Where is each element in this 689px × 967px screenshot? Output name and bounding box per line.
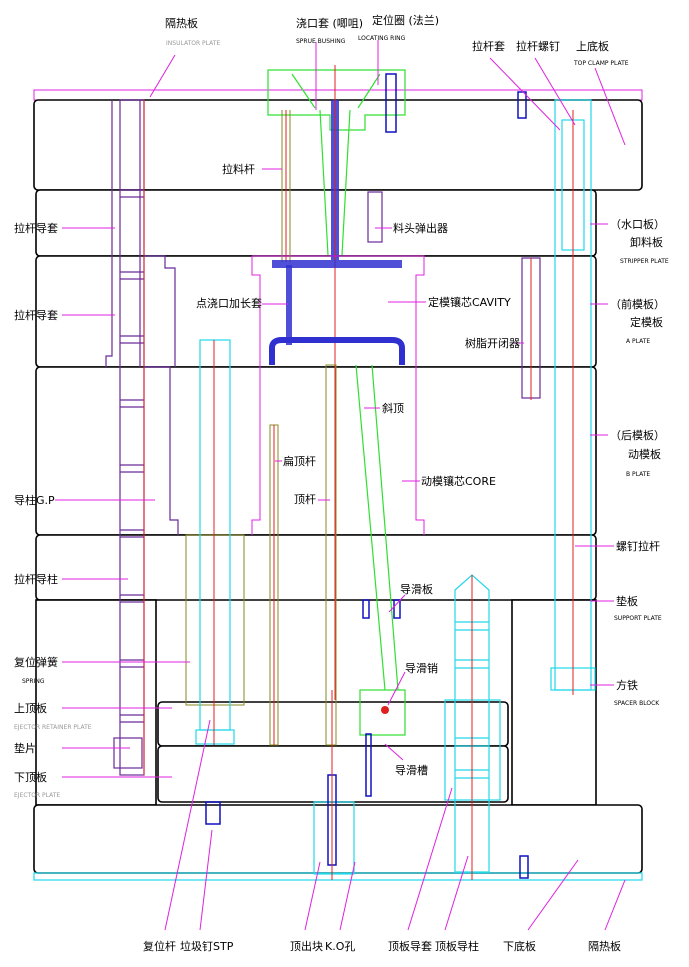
insulator-plate-bottom xyxy=(33,872,643,881)
label-guide-pin: 导柱G.P xyxy=(14,493,55,507)
puller-bolt-right xyxy=(517,91,596,879)
label-a-plate-en: A PLATE xyxy=(626,338,650,345)
label-return-pin: 复位杆 xyxy=(143,939,176,953)
label-b-plate-en: B PLATE xyxy=(626,471,650,478)
label-sprue-puller: 拉料杆 xyxy=(222,162,255,176)
insulator-plate-top xyxy=(33,89,643,101)
label-b-plate: 动模板 xyxy=(628,447,661,461)
label-puller-guide-pin: 拉杆导柱 xyxy=(14,572,58,586)
label-stop-pin: 垃圾钉STP xyxy=(180,939,234,953)
label-spacer-block-en: SPACER BLOCK xyxy=(614,700,660,707)
label-runner-ejector: 料头弹出器 xyxy=(393,221,448,235)
spacer-block-right xyxy=(511,599,597,806)
label-guide-slide-plate: 导滑板 xyxy=(400,582,433,596)
label-spring-en: SPRING xyxy=(22,678,45,685)
label-a-plate: 定模板 xyxy=(630,315,663,329)
label-guide-slide-pin: 导滑销 xyxy=(405,661,438,675)
label-ko-hole: K.O孔 xyxy=(325,940,355,953)
label-ejector-retainer-plate-en: EJECTOR RETAINER PLATE xyxy=(14,724,92,731)
label-sprue-bushing-en: SPRUE BUSHING xyxy=(296,38,346,45)
label-lifter: 斜顶 xyxy=(382,402,404,415)
label-ejector-plate-en: EJECTOR PLATE xyxy=(14,792,60,799)
label-puller-sleeve: 拉杆套 xyxy=(472,39,505,53)
label-core: 动模镶芯CORE xyxy=(421,474,496,488)
label-ejector-pin: 顶杆 xyxy=(294,492,316,506)
label-spring: 复位弹簧 xyxy=(14,655,58,669)
label-top-clamp-plate: 上底板 xyxy=(576,39,609,53)
label-puller-screw: 拉杆螺钉 xyxy=(516,39,560,53)
sprue-bushing-locating-ring xyxy=(267,65,406,700)
runner-ejector xyxy=(367,191,383,243)
pin-gate xyxy=(286,265,292,345)
label-flat-ejector: 扁顶杆 xyxy=(283,454,316,468)
label-pin-gate-sleeve: 点浇口加长套 xyxy=(196,297,262,310)
label-shim: 垫片 xyxy=(14,741,36,755)
label-support-plate: 垫板 xyxy=(616,594,638,608)
label-stripper-plate: 卸料板 xyxy=(630,235,663,249)
label-stripper-plate-en: STRIPPER PLATE xyxy=(620,258,669,265)
label-ejector-retainer-plate: 上顶板 xyxy=(14,701,47,715)
return-pin-spring xyxy=(185,339,245,825)
label-locating-ring: 定位圈 (法兰) xyxy=(372,13,439,27)
cavity-insert xyxy=(251,255,425,367)
sprue-puller-rod xyxy=(281,110,291,262)
label-ejector-guide-pin: 顶板导柱 xyxy=(435,939,479,953)
bottom-clamp-plate xyxy=(33,804,643,874)
label-screw-puller: 螺钉拉杆 xyxy=(616,539,660,553)
spacer-block-left xyxy=(35,599,157,806)
ejector-pins xyxy=(269,364,337,746)
label-resin-latch: 树脂开闭器 xyxy=(465,336,520,350)
label-insulator-plate-top-en: INSULATOR PLATE xyxy=(166,40,220,47)
label-cavity: 定模镶芯CAVITY xyxy=(428,295,511,309)
label-stripper-alt: （水口板） xyxy=(610,217,665,231)
label-b-plate-alt: （后模板） xyxy=(610,428,665,442)
label-insulator-plate-top: 隔热板 xyxy=(165,16,198,30)
leader-lines xyxy=(55,40,626,931)
label-guide-slide-slot: 导滑槽 xyxy=(395,764,428,777)
label-a-plate-alt: （前模板） xyxy=(610,297,665,311)
molded-part xyxy=(269,337,405,365)
lifter xyxy=(355,364,406,797)
label-ejector-bush: 顶板导套 xyxy=(388,939,432,953)
runner xyxy=(272,260,402,268)
support-plate xyxy=(35,534,597,601)
core-insert xyxy=(251,367,425,535)
label-spacer-block: 方铁 xyxy=(616,678,638,692)
label-bottom-clamp-plate: 下底板 xyxy=(503,939,536,953)
label-sprue-bushing: 浇口套 (唧咀) xyxy=(296,17,363,30)
label-ko-block: 顶出块 xyxy=(290,939,323,953)
label-puller-bush-2: 拉杆导套 xyxy=(14,308,58,322)
label-support-plate-en: SUPPORT PLATE xyxy=(614,615,662,622)
label-insulator-plate-bottom: 隔热板 xyxy=(588,939,621,953)
ko-block xyxy=(313,690,355,880)
label-puller-bush-1: 拉杆导套 xyxy=(14,221,58,235)
ejector-guide-pin xyxy=(444,574,501,880)
label-ejector-plate: 下顶板 xyxy=(14,770,47,784)
label-locating-ring-en: LOCATING RING xyxy=(358,35,406,42)
label-top-clamp-plate-en: TOP CLAMP PLATE xyxy=(573,60,629,67)
